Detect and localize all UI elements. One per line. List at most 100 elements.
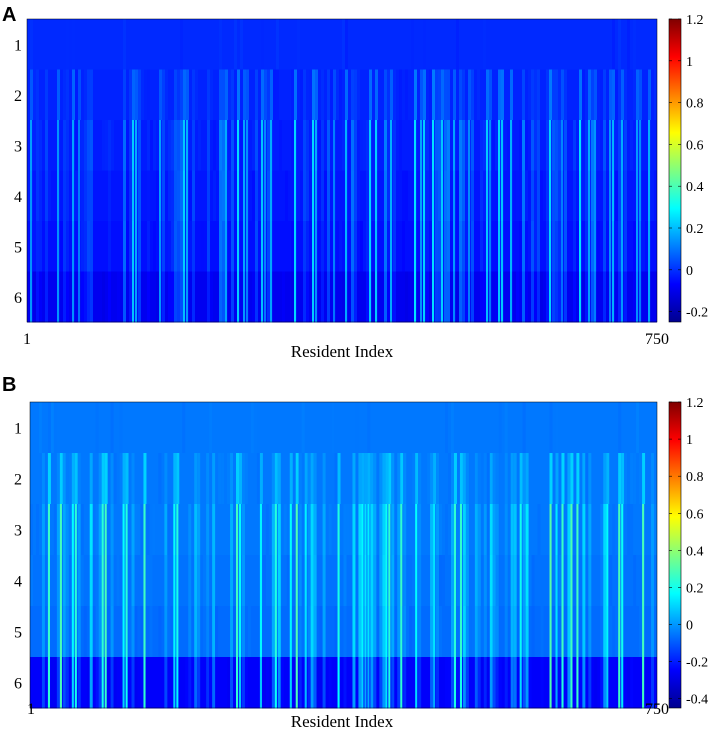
heatmap-cell [432, 69, 435, 121]
heatmap-cell [176, 657, 179, 709]
heatmap-cell [483, 19, 486, 70]
heatmap-a: 1 2 3 4 5 6 1 750 Resident Index 1.2 1 0.8 0.6 0.… [14, 13, 708, 361]
heatmap-cell [438, 120, 441, 171]
heatmap-cell [552, 555, 556, 607]
colorbar-a [668, 18, 682, 323]
heatmap-cell [477, 606, 481, 658]
heatmap-cell [540, 271, 543, 323]
heatmap-cell [59, 453, 63, 505]
heatmap-cell [138, 221, 141, 272]
heatmap-cell [81, 271, 84, 323]
heatmap-cell [39, 170, 42, 222]
heatmap-cell [459, 271, 462, 323]
heatmap-cell [246, 170, 249, 222]
heatmap-cell [462, 504, 466, 556]
heatmap-cell [261, 69, 264, 121]
heatmap-cell [316, 657, 320, 709]
heatmap-cell [122, 504, 125, 556]
heatmap-cell [337, 453, 341, 505]
heatmap-cell [337, 657, 340, 709]
heatmap-cell [450, 657, 454, 709]
heatmap-cell [80, 555, 84, 607]
heatmap-cell [59, 657, 62, 709]
heatmap-cell [104, 453, 108, 505]
row-tick-label: 2 [14, 472, 22, 489]
heatmap-cell [183, 271, 186, 323]
heatmap-cell [567, 453, 571, 505]
heatmap-cell [315, 170, 318, 222]
heatmap-cell [267, 69, 270, 121]
heatmap-cell [321, 221, 324, 272]
heatmap-cell [594, 69, 597, 121]
heatmap-cell [373, 453, 377, 505]
heatmap-cell [270, 120, 273, 171]
heatmap-cell [510, 606, 514, 658]
heatmap-cell [546, 120, 549, 171]
heatmap-cell [382, 555, 386, 607]
heatmap-cell [72, 170, 75, 222]
heatmap-cell [400, 606, 403, 658]
heatmap-cell [125, 504, 128, 556]
heatmap-cell [306, 170, 309, 222]
heatmap-cell [615, 69, 618, 121]
heatmap-cell [313, 657, 317, 709]
x-tick-end-a: 750 [645, 331, 669, 348]
heatmap-cell [197, 504, 201, 556]
heatmap-cell [209, 402, 213, 453]
heatmap-cell [412, 555, 416, 607]
heatmap-cell [343, 504, 347, 556]
heatmap-cell [164, 606, 168, 658]
plot-frame [26, 18, 658, 323]
heatmap-cell [65, 504, 69, 556]
heatmap-cell [241, 657, 245, 709]
heatmap-cell [627, 19, 630, 70]
heatmap-cell [418, 606, 422, 658]
heatmap-cell [168, 120, 171, 171]
heatmap-cell [264, 120, 267, 171]
heatmap-cell [47, 402, 51, 453]
heatmap-cell [462, 170, 465, 222]
heatmap-cell [131, 504, 135, 556]
heatmap-cell [81, 221, 84, 272]
heatmap-cell [72, 120, 75, 171]
heatmap-cell [642, 504, 645, 556]
heatmap-cell [531, 271, 534, 323]
heatmap-cell [267, 271, 270, 323]
heatmap-cell [143, 453, 147, 505]
heatmap-cell [606, 453, 610, 505]
heatmap-cell [328, 657, 332, 709]
heatmap-cell [47, 606, 50, 658]
heatmap-cell [486, 271, 489, 323]
x-tick-start-b: 1 [27, 701, 35, 718]
heatmap-cell [167, 504, 171, 556]
heatmap-cell [549, 453, 553, 505]
heatmap-cell [183, 170, 186, 222]
heatmap-cell [313, 504, 317, 556]
heatmap-cell [468, 221, 471, 272]
heatmap-cell [486, 453, 490, 505]
heatmap-cell [351, 271, 354, 323]
heatmap-cell [459, 657, 463, 709]
heatmap-cell [207, 221, 210, 272]
heatmap-cell [621, 657, 624, 709]
heatmap-cell [231, 69, 234, 121]
heatmap-cell [207, 170, 210, 222]
heatmap-cell [153, 221, 156, 272]
heatmap-cell [501, 271, 504, 323]
heatmap-cell [171, 271, 174, 323]
heatmap-cell [552, 69, 555, 121]
heatmap-cell [197, 606, 201, 658]
heatmap-cell [546, 271, 549, 323]
heatmap-cell [33, 271, 36, 323]
heatmap-cell [624, 271, 627, 323]
heatmap-cell [361, 555, 364, 607]
heatmap-cell [206, 504, 210, 556]
heatmap-cell [262, 555, 266, 607]
heatmap-cell [239, 504, 242, 556]
heatmap-cell [603, 657, 607, 709]
heatmap-cell [312, 69, 315, 121]
heatmap-cell [228, 69, 231, 121]
heatmap-cell [426, 221, 429, 272]
heatmap-cell [273, 69, 276, 121]
heatmap-cell [639, 120, 642, 171]
